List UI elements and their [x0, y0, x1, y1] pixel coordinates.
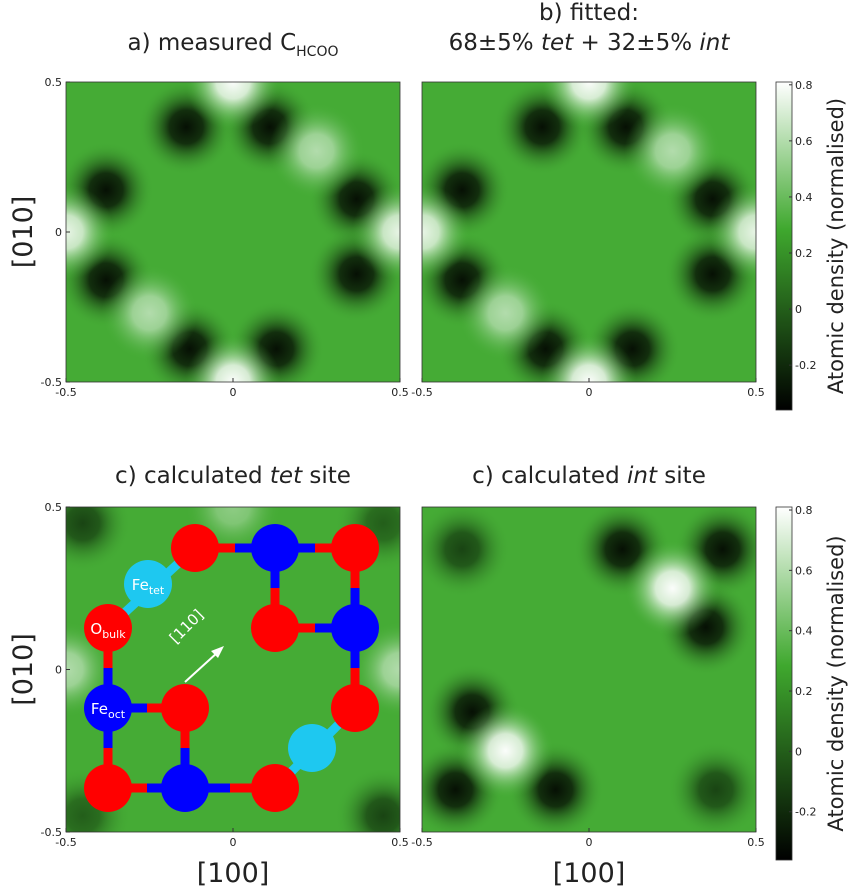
- title-part: c) calculated: [115, 463, 270, 489]
- panel-title: a) measured CHCOO: [127, 30, 338, 60]
- title-part: site: [302, 463, 351, 489]
- panel-title: c) calculated tet site: [115, 463, 351, 489]
- heatmap: [374, 34, 804, 430]
- colorbar: [776, 507, 792, 860]
- panel-title: 68±5% tet + 32±5% int: [449, 30, 731, 56]
- heatmap: [18, 459, 448, 864]
- colorbar-tick-label: 0.2: [795, 685, 813, 698]
- colorbar-tick-label: -0.2: [795, 359, 816, 372]
- colorbar-label: Atomic density (normalised): [824, 535, 848, 831]
- density-minimum: [414, 501, 510, 597]
- y-tick-label: 0: [55, 226, 62, 239]
- y-tick-label: 0: [55, 664, 62, 677]
- title-part: HCOO: [296, 44, 338, 60]
- x-tick-label: -0.5: [411, 836, 432, 849]
- density-minimum: [335, 768, 431, 864]
- x-tick-label: 0.5: [747, 836, 765, 849]
- density-maximum: [458, 703, 554, 799]
- title-part: tet: [270, 463, 303, 489]
- colorbar-tick-label: 0.6: [795, 564, 813, 577]
- colorbar-tick-label: -0.2: [795, 806, 816, 819]
- colorbar: [776, 82, 792, 410]
- density-maximum: [102, 265, 198, 361]
- x-axis-label: [100]: [197, 858, 270, 889]
- title-part: + 32±5%: [573, 30, 699, 56]
- x-tick-label: 0: [230, 836, 237, 849]
- y-tick-label: 0.5: [45, 501, 63, 514]
- figure: -0.500.5-0.500.5[010]a) measured CHCOO-0…: [0, 0, 854, 892]
- x-tick-label: 0: [586, 836, 593, 849]
- colorbar-tick-label: 0.4: [795, 191, 813, 204]
- panel-title: c) calculated int site: [472, 463, 706, 489]
- title-part: 68±5%: [449, 30, 541, 56]
- x-tick-label: -0.5: [411, 386, 432, 399]
- title-part: tet: [541, 30, 574, 56]
- density-minimum: [35, 475, 131, 571]
- x-tick-label: 0.5: [391, 386, 409, 399]
- x-tick-label: 0.5: [391, 836, 409, 849]
- y-tick-label: -0.5: [41, 826, 62, 839]
- title-part: a) measured C: [127, 30, 296, 56]
- title-part: c) calculated: [472, 463, 627, 489]
- heatmap: [18, 34, 448, 430]
- colorbar-tick-label: 0.4: [795, 625, 813, 638]
- heatmap: [407, 501, 770, 838]
- colorbar-tick-label: 0.6: [795, 135, 813, 148]
- title-part: int: [627, 463, 658, 489]
- x-tick-label: 0.5: [747, 386, 765, 399]
- colorbar-tick-label: 0: [795, 303, 802, 316]
- y-axis-label: [010]: [8, 633, 39, 706]
- colorbar-tick-label: 0.2: [795, 247, 813, 260]
- y-tick-label: -0.5: [41, 376, 62, 389]
- y-axis-label: [010]: [8, 196, 39, 269]
- density-maximum: [625, 540, 721, 636]
- colorbar-tick-label: 0.8: [795, 79, 813, 92]
- colorbar-tick-label: 0.8: [795, 504, 813, 517]
- x-axis-label: [100]: [553, 858, 626, 889]
- title-part: int: [699, 30, 730, 56]
- title-part: b) fitted:: [539, 0, 639, 26]
- density-maximum: [269, 103, 365, 199]
- colorbar-label: Atomic density (normalised): [824, 98, 848, 394]
- density-maximum: [625, 103, 721, 199]
- density-minimum: [668, 742, 764, 838]
- title-part: site: [657, 463, 706, 489]
- y-tick-label: 0.5: [45, 76, 63, 89]
- density-maximum: [458, 265, 554, 361]
- colorbar-tick-label: 0: [795, 745, 802, 758]
- panel-title: b) fitted:: [539, 0, 639, 26]
- x-tick-label: 0: [230, 386, 237, 399]
- x-tick-label: 0: [586, 386, 593, 399]
